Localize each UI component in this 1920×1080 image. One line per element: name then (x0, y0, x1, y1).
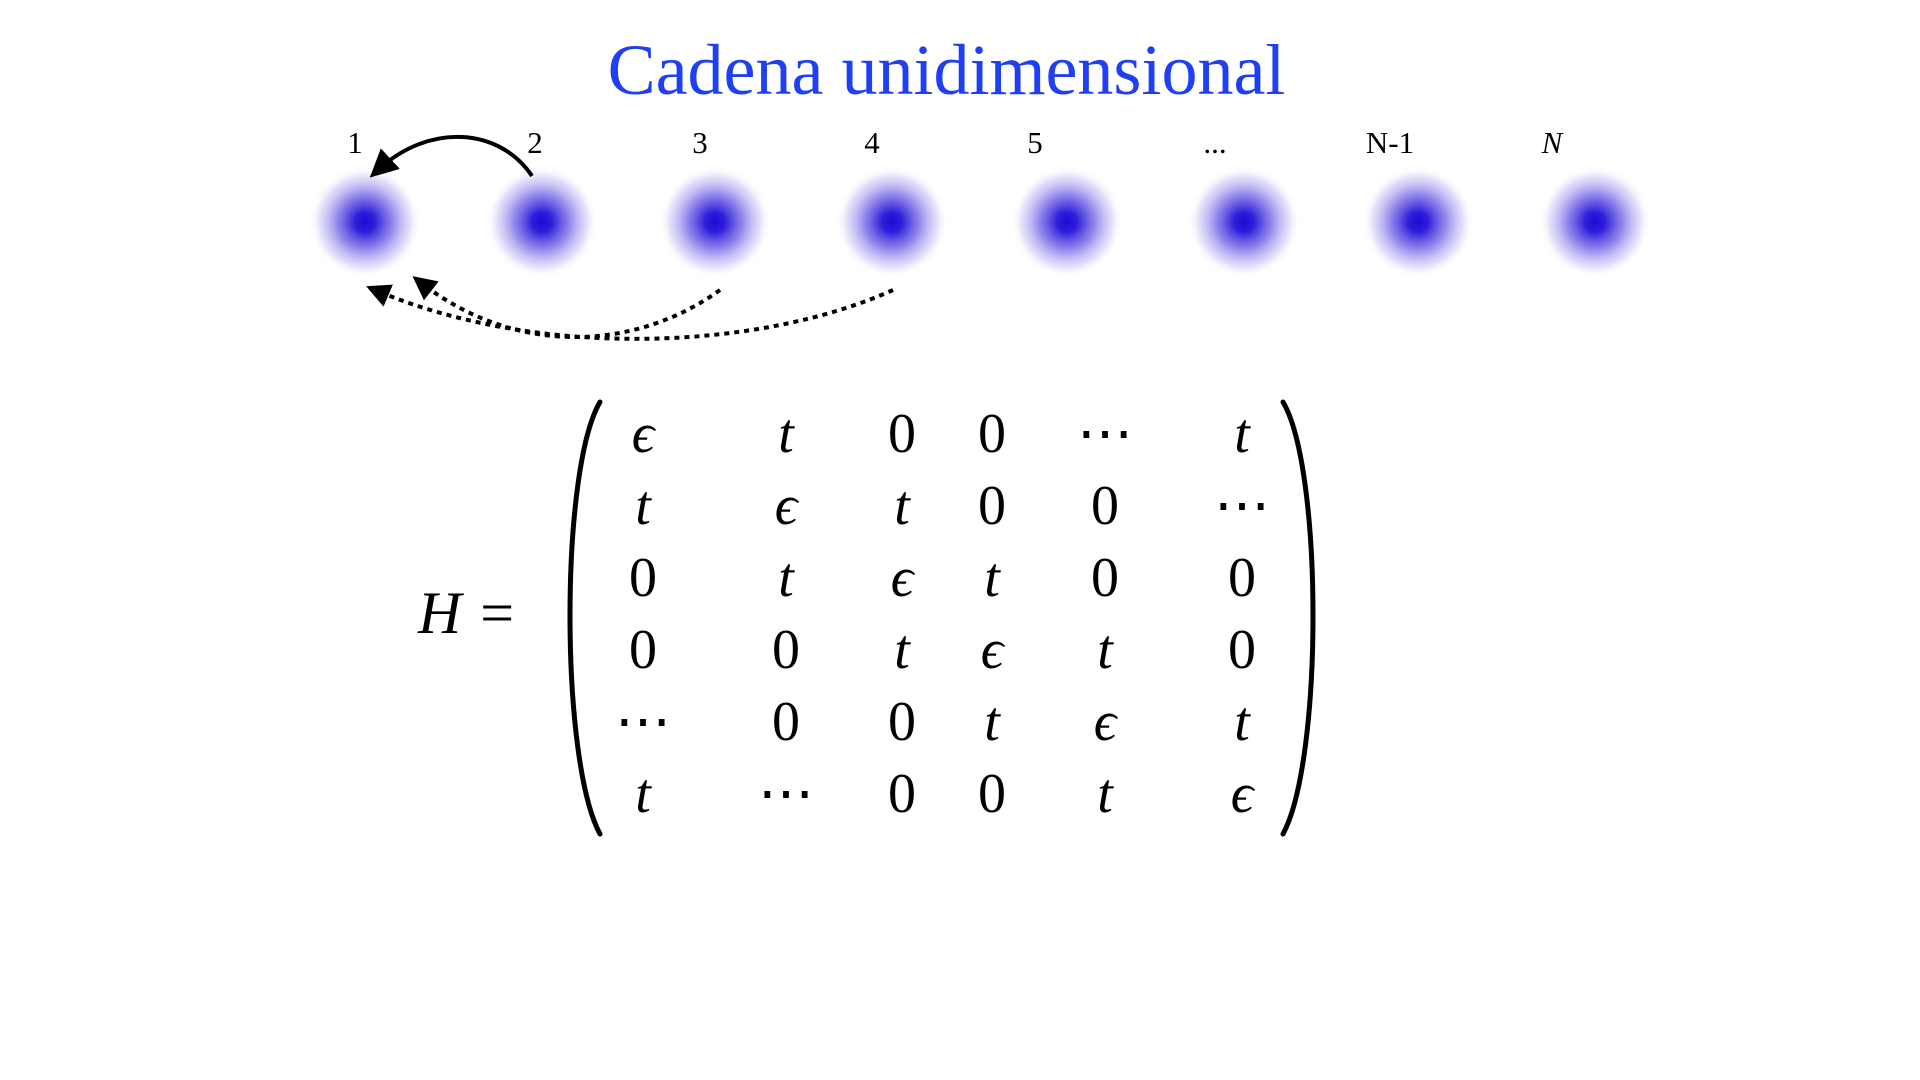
orbital-site (309, 166, 421, 278)
matrix-entry: ϵ (981, 619, 1006, 681)
matrix-entry: 0 (888, 763, 916, 825)
site-label: 1 (347, 125, 363, 160)
site-label: N-1 (1366, 125, 1414, 160)
matrix-entry: ϵ (632, 403, 657, 465)
matrix-entry: 0 (978, 763, 1006, 825)
matrix-entry: t (778, 547, 795, 609)
matrix-entry: t (778, 403, 795, 465)
hopping-arrow-4-to-1 (366, 284, 894, 341)
matrix-entry: ⋯ (1214, 475, 1270, 537)
site-label: 5 (1027, 125, 1043, 160)
matrix-entry: t (894, 475, 911, 537)
orbital-site (1539, 166, 1651, 278)
matrix-entry: 0 (772, 619, 800, 681)
site-label: N (1541, 125, 1565, 160)
matrix-entry: ⋯ (758, 763, 814, 825)
matrix-entry: 0 (629, 619, 657, 681)
site-label: ... (1203, 125, 1226, 160)
orbital-site (1188, 166, 1300, 278)
orbital-site (486, 166, 598, 278)
hopping-arrow-2-to-1 (369, 134, 534, 178)
matrix-entry: 0 (978, 403, 1006, 465)
matrix-entry: t (1097, 763, 1114, 825)
orbitals (309, 166, 1651, 278)
matrix-entry: t (635, 475, 652, 537)
matrix-entry: 0 (978, 475, 1006, 537)
hamiltonian-lhs: H = (417, 580, 517, 646)
matrix-entry: 0 (888, 691, 916, 753)
orbital-site (659, 166, 771, 278)
matrix-entry: t (635, 763, 652, 825)
hopping-arrow-3-to-1 (412, 276, 722, 339)
matrix-entry: t (984, 547, 1001, 609)
site-label: 2 (527, 125, 543, 160)
matrix-right-paren (1280, 399, 1316, 837)
hamiltonian-equation: H = ϵ t 0 0 ⋯ tt ϵ t 0 0 ⋯0 t ϵ t 0 00 0 t ϵ t 0⋯ 0 0 t ϵ tt ⋯ 0 0 t ϵ (417, 399, 1316, 837)
matrix-entry: 0 (1091, 475, 1119, 537)
matrix-entry: t (894, 619, 911, 681)
matrix-entry: 0 (1091, 547, 1119, 609)
matrix-entries: ϵ t 0 0 ⋯ tt ϵ t 0 0 ⋯0 t ϵ t 0 00 0 t ϵ t 0⋯ 0 0 t ϵ tt ⋯ 0 0 t ϵ (615, 403, 1270, 825)
orbital-site (836, 166, 948, 278)
matrix-entry: 0 (888, 403, 916, 465)
matrix-entry: t (1234, 403, 1251, 465)
matrix-entry: ϵ (775, 475, 800, 537)
matrix-entry: 0 (1228, 619, 1256, 681)
site-labels: 1 2 3 4 5 ... N-1 N (347, 125, 1564, 160)
matrix-entry: t (984, 691, 1001, 753)
matrix-entry: ϵ (1094, 691, 1119, 753)
matrix-entry: ϵ (1231, 763, 1256, 825)
matrix-left-paren (567, 399, 603, 837)
matrix-entry: 0 (1228, 547, 1256, 609)
orbital-site (1362, 166, 1474, 278)
site-label: 4 (864, 125, 880, 160)
matrix-entry: ϵ (891, 547, 916, 609)
matrix-entry: t (1234, 691, 1251, 753)
matrix-entry: 0 (629, 547, 657, 609)
matrix-entry: t (1097, 619, 1114, 681)
matrix-entry: ⋯ (615, 691, 671, 753)
orbital-site (1011, 166, 1123, 278)
site-label: 3 (692, 125, 708, 160)
slide-title: Cadena unidimensional (607, 30, 1286, 110)
matrix-entry: 0 (772, 691, 800, 753)
matrix-entry: ⋯ (1077, 403, 1133, 465)
